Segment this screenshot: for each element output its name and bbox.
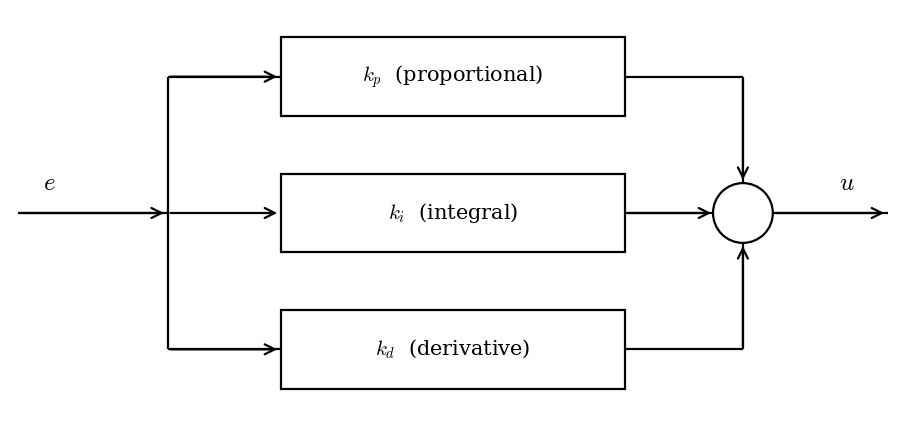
Text: $k_i$  (integral): $k_i$ (integral) bbox=[388, 201, 518, 225]
Bar bbox=[281, 37, 625, 116]
Text: $k_d$  (derivative): $k_d$ (derivative) bbox=[375, 338, 531, 361]
Text: $e$: $e$ bbox=[43, 172, 56, 195]
Bar bbox=[281, 310, 625, 389]
Text: $u$: $u$ bbox=[839, 172, 855, 195]
Text: $k_p$  (proportional): $k_p$ (proportional) bbox=[362, 63, 544, 90]
Bar bbox=[281, 173, 625, 252]
